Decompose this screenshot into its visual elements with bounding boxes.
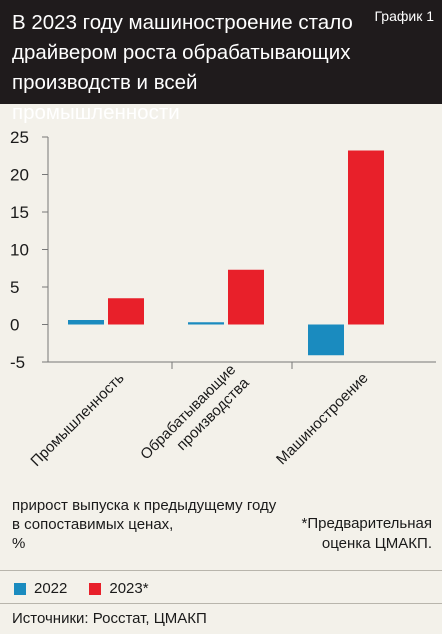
unit-note-line-2: в сопоставимых ценах,	[12, 516, 174, 533]
divider	[0, 603, 442, 604]
unit-note-line-1: прирост выпуска к предыдущему году	[12, 497, 277, 514]
y-tick-label: 0	[10, 316, 19, 335]
unit-note-line-3: %	[12, 535, 26, 552]
x-tick-label: Машиностроение	[273, 370, 372, 469]
x-tick-label: Обрабатывающиепроизводства	[137, 361, 253, 477]
y-tick-label: 5	[10, 278, 19, 297]
bar-2022-1	[68, 320, 104, 325]
bars	[68, 150, 384, 356]
legend-label-2022: 2022	[34, 580, 68, 597]
y-tick-label: 25	[10, 128, 29, 147]
footnote: *Предварительная оценка ЦМАКП.	[302, 514, 432, 554]
legend-item-2023: 2023*	[89, 580, 149, 597]
y-axis: -5 0 5 10 15 20 25	[10, 128, 436, 372]
bar-2023-3	[348, 150, 384, 325]
x-tick-label: Промышленность	[27, 370, 127, 470]
footnote-line-1: *Предварительная	[301, 515, 432, 532]
chart-header: В 2023 году машиностроение стало драйвер…	[0, 0, 442, 124]
legend-swatch-2022	[14, 582, 26, 595]
source-note: Источники: Росстат, ЦМАКП	[12, 610, 207, 627]
chart-number-label: График 1	[374, 8, 434, 24]
unit-note: прирост выпуска к предыдущему году в соп…	[12, 496, 302, 553]
footnote-line-2: оценка ЦМАКП.	[321, 535, 432, 552]
legend-label-2023: 2023*	[109, 580, 149, 597]
bar-2023-1	[108, 298, 144, 325]
y-tick-label: 10	[10, 241, 29, 260]
legend-item-2022: 2022	[14, 580, 67, 597]
x-axis-labels: Промышленность Обрабатывающиепроизводства…	[27, 361, 372, 477]
y-tick-label: 20	[10, 166, 29, 185]
y-tick-label: 15	[10, 203, 29, 222]
bar-2023-2	[228, 269, 264, 325]
y-tick-label: -5	[10, 353, 25, 372]
chart-title: В 2023 году машиностроение стало драйвер…	[12, 11, 353, 124]
legend: 2022 2023*	[14, 580, 171, 597]
divider	[0, 570, 442, 571]
bar-chart: -5 0 5 10 15 20 25 Промышленность Обрабатывающи…	[10, 128, 436, 477]
bar-2022-2	[188, 322, 224, 325]
bar-2022-3	[308, 324, 344, 356]
legend-swatch-2023	[89, 582, 102, 595]
